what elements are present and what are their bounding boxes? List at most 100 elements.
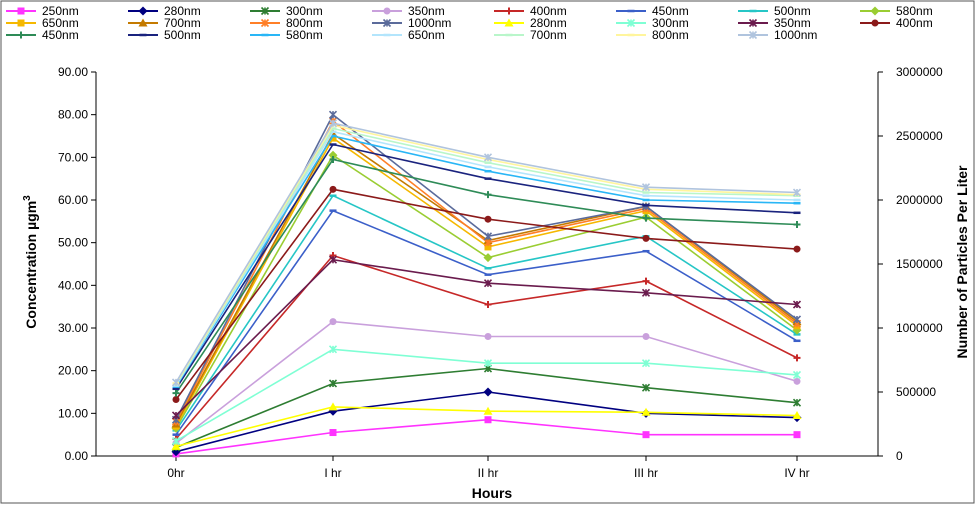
data-point <box>329 155 337 163</box>
legend-marker <box>260 18 270 28</box>
y2-tick-label: 3000000 <box>896 65 943 79</box>
data-point <box>483 279 493 288</box>
x-tick-label: 0hr <box>167 466 184 480</box>
legend-label: 300nm <box>652 16 689 30</box>
data-point <box>642 333 650 341</box>
legend-marker <box>260 6 270 16</box>
y-axis-title-text: Concentration µgm <box>23 201 39 329</box>
y2-tick-label: 1500000 <box>896 257 943 271</box>
x-tick-label: III hr <box>634 466 658 480</box>
data-point <box>483 153 493 162</box>
data-point <box>171 411 181 420</box>
data-point <box>172 389 180 397</box>
y-tick-label: 50.00 <box>58 236 88 250</box>
data-point <box>792 315 802 324</box>
legend-item: 580nm <box>250 28 323 42</box>
legend-marker <box>505 7 513 15</box>
legend-label: 580nm <box>896 4 933 18</box>
data-point <box>641 383 651 392</box>
legend-marker <box>17 7 25 15</box>
legend-marker <box>17 31 25 39</box>
data-point <box>642 234 650 242</box>
legend-item: 300nm <box>616 16 689 30</box>
y2-tick-label: 1000000 <box>896 321 943 335</box>
data-point <box>484 416 492 424</box>
legend-item: 500nm <box>738 4 811 18</box>
series-400nm-right <box>172 185 801 403</box>
legend-label: 250nm <box>42 4 79 18</box>
legend-item: 700nm <box>494 28 567 42</box>
legend-label: 800nm <box>652 28 689 42</box>
legend-label: 350nm <box>774 16 811 30</box>
y-tick-label: 80.00 <box>58 108 88 122</box>
series-500nm-right <box>172 143 801 391</box>
data-point <box>792 398 802 407</box>
y-tick-label: 40.00 <box>58 278 88 292</box>
series-1000nm-right <box>171 119 802 387</box>
legend-label: 500nm <box>774 4 811 18</box>
data-point <box>171 378 181 387</box>
legend-marker <box>748 30 758 40</box>
y-tick-label: 20.00 <box>58 364 88 378</box>
legend-item: 800nm <box>250 16 323 30</box>
legend-marker <box>138 18 148 27</box>
data-point <box>329 185 337 193</box>
data-point <box>483 253 493 263</box>
x-tick-label: I hr <box>324 466 341 480</box>
data-point <box>792 300 802 309</box>
legend-label: 400nm <box>530 4 567 18</box>
legend-marker <box>138 6 148 16</box>
legend-label: 580nm <box>286 28 323 42</box>
y-tick-label: 60.00 <box>58 193 88 207</box>
y-tick-label: 0.00 <box>65 449 89 463</box>
legend-label: 500nm <box>164 28 201 42</box>
legend-label: 280nm <box>530 16 567 30</box>
data-point <box>483 232 493 241</box>
legend-label: 650nm <box>42 16 79 30</box>
legend-item: 300nm <box>250 4 323 18</box>
series-300nm-right <box>171 345 802 446</box>
data-point <box>328 345 338 354</box>
legend-item: 280nm <box>128 4 201 18</box>
y2-tick-label: 2500000 <box>896 129 943 143</box>
data-point <box>792 410 802 419</box>
data-point <box>641 288 651 297</box>
data-point <box>328 379 338 388</box>
series-350nm-left <box>172 318 801 447</box>
data-point <box>329 318 337 326</box>
y2-axis-title: Number of Particles Per Liter <box>954 165 970 359</box>
data-point <box>793 245 801 253</box>
series-350nm-right <box>171 255 802 420</box>
legend-label: 800nm <box>286 16 323 30</box>
y-tick-label: 30.00 <box>58 321 88 335</box>
data-point <box>484 215 492 223</box>
series-450nm-left <box>172 209 801 436</box>
legend-label: 400nm <box>896 16 933 30</box>
x-tick-label: II hr <box>478 466 499 480</box>
data-point <box>484 191 492 199</box>
data-point <box>642 431 650 439</box>
legend-label: 300nm <box>286 4 323 18</box>
legend-item: 280nm <box>494 16 567 30</box>
y-tick-label: 10.00 <box>58 406 88 420</box>
legend-label: 280nm <box>164 4 201 18</box>
legend-marker <box>626 18 636 28</box>
data-point <box>793 354 801 362</box>
legend-item: 350nm <box>738 16 811 30</box>
data-point <box>642 214 650 222</box>
data-point <box>328 402 338 411</box>
data-point <box>793 221 801 229</box>
legend-item: 800nm <box>616 28 689 42</box>
series-400nm-left <box>172 251 801 443</box>
data-point <box>484 301 492 309</box>
legend-marker <box>504 18 514 27</box>
y-tick-label: 90.00 <box>58 65 88 79</box>
legend-label: 450nm <box>652 4 689 18</box>
data-point <box>793 377 801 385</box>
data-point <box>642 277 650 285</box>
legend-item: 350nm <box>372 4 445 18</box>
data-point <box>328 150 338 160</box>
legend-marker <box>383 7 391 15</box>
data-point <box>641 359 651 368</box>
legend-item: 1000nm <box>738 28 817 42</box>
